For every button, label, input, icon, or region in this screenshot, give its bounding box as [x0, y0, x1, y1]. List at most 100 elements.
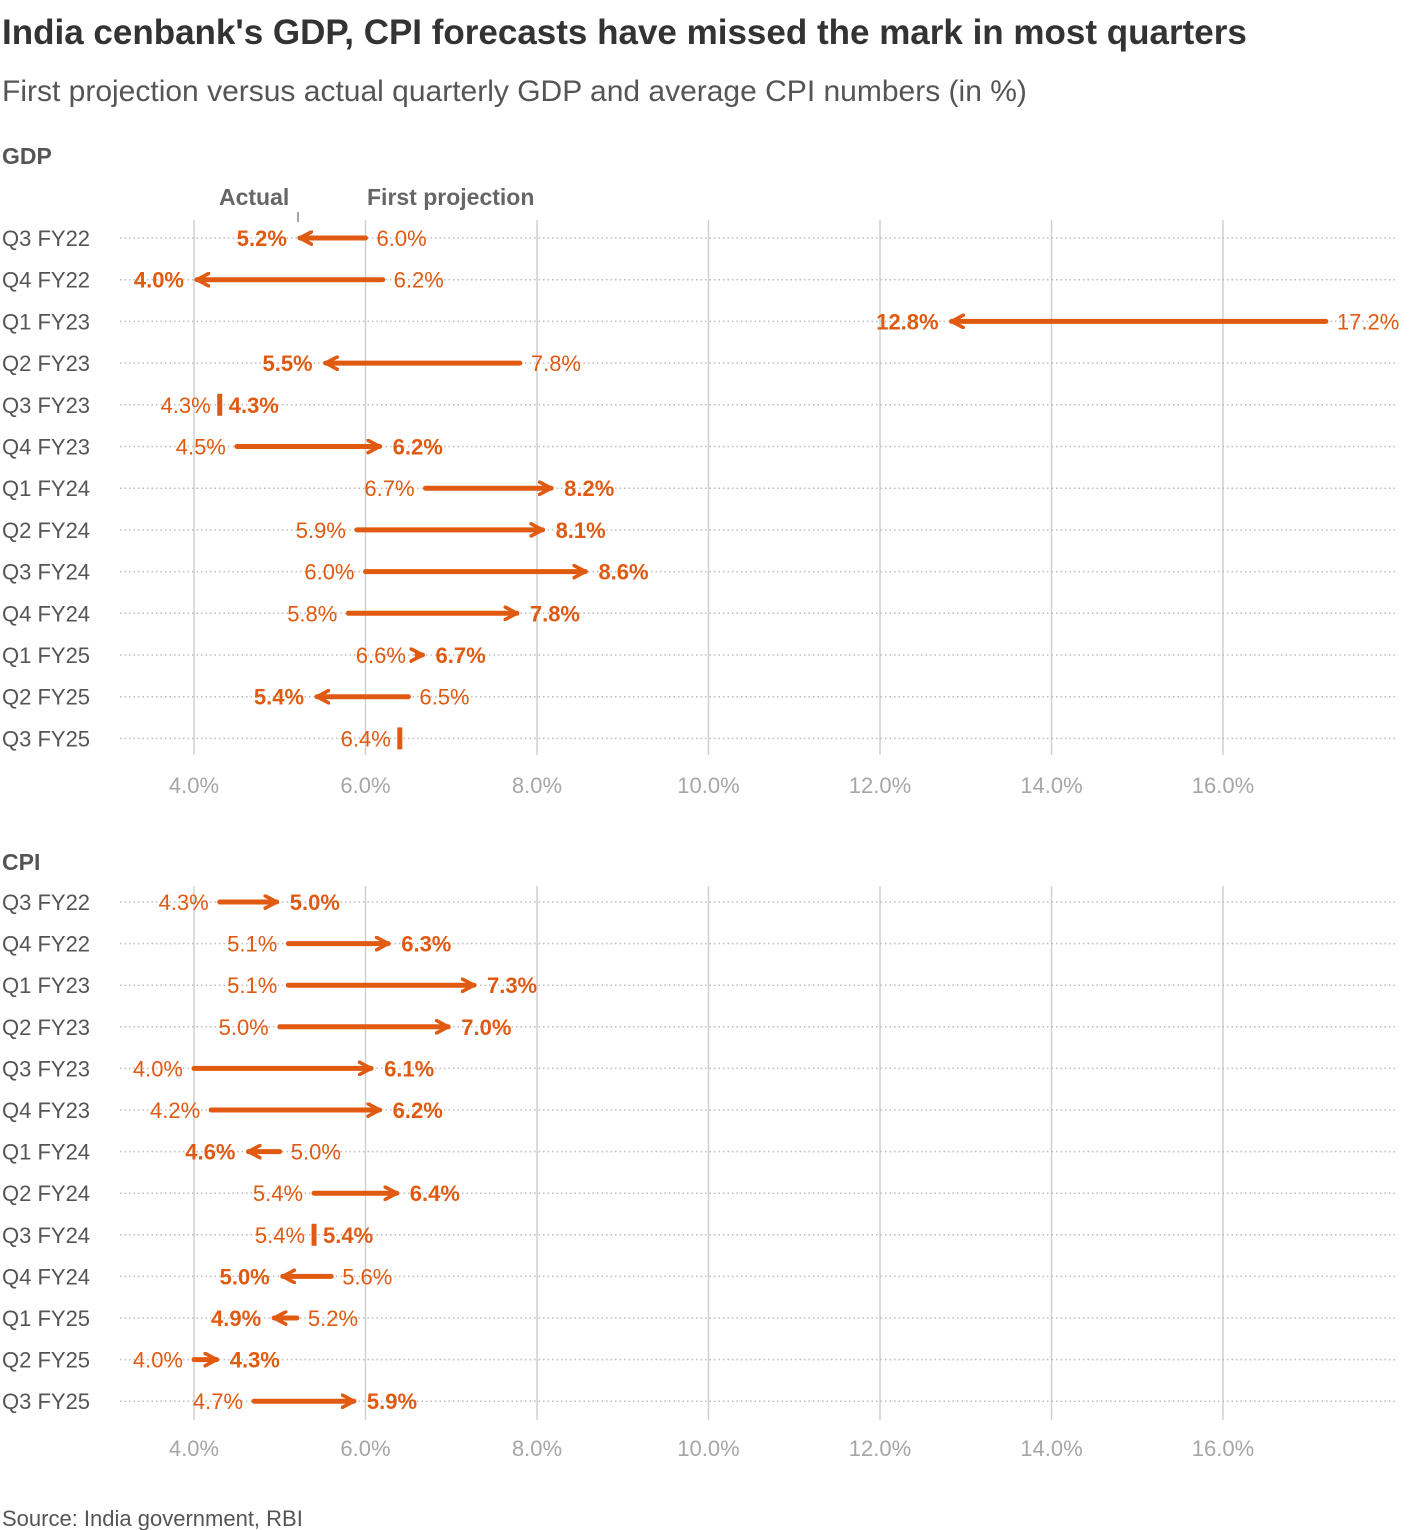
gdp-actual-label: 6.7% — [436, 643, 486, 668]
cpi-projection-label: 4.7% — [193, 1389, 243, 1414]
gdp-actual-label: 4.0% — [134, 268, 184, 293]
cpi-row-label: Q4 FY22 — [2, 932, 90, 957]
gdp-projection-label: 6.6% — [356, 643, 406, 668]
cpi-projection-label: 5.0% — [291, 1140, 341, 1165]
cpi-actual-label: 4.3% — [230, 1348, 280, 1373]
cpi-actual-label: 7.3% — [487, 973, 537, 998]
gdp-actual-label: 5.5% — [262, 351, 312, 376]
cpi-actual-label: 6.1% — [384, 1056, 434, 1081]
gdp-actual-label: 5.2% — [237, 226, 287, 251]
gdp-actual-label: 7.8% — [530, 601, 580, 626]
cpi-actual-label: 5.0% — [290, 890, 340, 915]
cpi-actual-label: 5.4% — [323, 1223, 373, 1248]
cpi-actual-label: 6.3% — [401, 932, 451, 957]
cpi-projection-label: 5.4% — [255, 1223, 305, 1248]
gdp-x-tick-label: 6.0% — [340, 773, 390, 798]
gdp-projection-label: 6.2% — [394, 268, 444, 293]
cpi-actual-label: 7.0% — [461, 1015, 511, 1040]
cpi-x-tick-label: 12.0% — [849, 1436, 911, 1461]
gdp-actual-label: 4.3% — [229, 393, 279, 418]
gdp-projection-label: 5.8% — [287, 601, 337, 626]
legend-actual-label: Actual — [219, 184, 289, 210]
gdp-projection-label: 17.2% — [1337, 309, 1399, 334]
chart-subtitle: First projection versus actual quarterly… — [2, 75, 1027, 108]
gdp-row-label: Q3 FY24 — [2, 560, 90, 585]
cpi-row-label: Q2 FY25 — [2, 1348, 90, 1373]
cpi-row-label: Q3 FY25 — [2, 1389, 90, 1414]
gdp-projection-label: 6.7% — [364, 476, 414, 501]
gdp-actual-label: 8.6% — [598, 560, 648, 585]
source-note: Source: India government, RBI — [2, 1506, 303, 1530]
gdp-section-label: GDP — [2, 143, 52, 169]
cpi-x-tick-label: 16.0% — [1192, 1436, 1254, 1461]
cpi-row-label: Q3 FY23 — [2, 1056, 90, 1081]
cpi-projection-label: 4.0% — [133, 1056, 183, 1081]
cpi-section-label: CPI — [2, 849, 40, 875]
cpi-x-tick-label: 6.0% — [340, 1436, 390, 1461]
cpi-panel: CPI 4.0% 6.0% 8.0% 10.0% 12.0% 14.0% 16.0% Q3 FY… — [2, 849, 1398, 1461]
cpi-projection-label: 5.2% — [308, 1306, 358, 1331]
gdp-projection-label: 5.9% — [296, 518, 346, 543]
gdp-row-label: Q4 FY24 — [2, 601, 90, 626]
cpi-actual-label: 4.9% — [211, 1306, 261, 1331]
gdp-row-label: Q3 FY22 — [2, 226, 90, 251]
cpi-actual-label: 4.6% — [185, 1140, 235, 1165]
cpi-projection-label: 5.6% — [342, 1264, 392, 1289]
cpi-row-label: Q1 FY24 — [2, 1140, 90, 1165]
cpi-x-tick-label: 8.0% — [512, 1436, 562, 1461]
gdp-row-label: Q2 FY23 — [2, 351, 90, 376]
cpi-x-tick-label: 10.0% — [677, 1436, 739, 1461]
cpi-row-label: Q1 FY23 — [2, 973, 90, 998]
gdp-actual-label: 8.1% — [556, 518, 606, 543]
gdp-projection-label: 6.4% — [341, 726, 391, 751]
gdp-projection-label: 6.5% — [419, 685, 469, 710]
cpi-actual-label: 5.9% — [367, 1389, 417, 1414]
cpi-projection-label: 4.0% — [133, 1348, 183, 1373]
chart-title: India cenbank's GDP, CPI forecasts have … — [2, 13, 1247, 52]
gdp-projection-label: 7.8% — [531, 351, 581, 376]
gdp-x-tick-label: 14.0% — [1020, 773, 1082, 798]
cpi-row-label: Q4 FY24 — [2, 1264, 90, 1289]
cpi-row-label: Q3 FY22 — [2, 890, 90, 915]
cpi-actual-label: 6.4% — [410, 1181, 460, 1206]
cpi-row-label: Q4 FY23 — [2, 1098, 90, 1123]
gdp-x-tick-label: 16.0% — [1192, 773, 1254, 798]
gdp-x-tick-label: 8.0% — [512, 773, 562, 798]
cpi-row-label: Q2 FY23 — [2, 1015, 90, 1040]
cpi-projection-label: 5.1% — [227, 932, 277, 957]
cpi-actual-label: 5.0% — [220, 1264, 270, 1289]
cpi-projection-label: 5.1% — [227, 973, 277, 998]
gdp-actual-label: 5.4% — [254, 685, 304, 710]
gdp-projection-label: 6.0% — [377, 226, 427, 251]
gdp-row-label: Q3 FY23 — [2, 393, 90, 418]
gdp-x-tick-label: 4.0% — [169, 773, 219, 798]
gdp-row-label: Q2 FY25 — [2, 685, 90, 710]
gdp-x-tick-label: 10.0% — [677, 773, 739, 798]
gdp-row-label: Q1 FY24 — [2, 476, 90, 501]
gdp-actual-label: 6.2% — [393, 435, 443, 460]
gdp-row-label: Q2 FY24 — [2, 518, 90, 543]
gdp-actual-label: 8.2% — [564, 476, 614, 501]
gdp-projection-label: 4.5% — [176, 435, 226, 460]
cpi-row-label: Q2 FY24 — [2, 1181, 90, 1206]
gdp-x-tick-label: 12.0% — [849, 773, 911, 798]
gdp-row-label: Q3 FY25 — [2, 726, 90, 751]
gdp-panel: GDP 4.0% 6.0% 8.0% 10.0% 12.0% 14.0% 16.0% Q3 FY… — [2, 143, 1399, 798]
cpi-row-label: Q1 FY25 — [2, 1306, 90, 1331]
cpi-projection-label: 4.2% — [150, 1098, 200, 1123]
gdp-row-label: Q1 FY23 — [2, 309, 90, 334]
cpi-x-tick-label: 14.0% — [1020, 1436, 1082, 1461]
gdp-row-label: Q4 FY22 — [2, 268, 90, 293]
cpi-x-tick-label: 4.0% — [169, 1436, 219, 1461]
cpi-actual-label: 6.2% — [393, 1098, 443, 1123]
cpi-row-label: Q3 FY24 — [2, 1223, 90, 1248]
cpi-projection-label: 5.4% — [253, 1181, 303, 1206]
cpi-projection-label: 5.0% — [219, 1015, 269, 1040]
gdp-projection-label: 6.0% — [304, 560, 354, 585]
gdp-projection-label: 4.3% — [161, 393, 211, 418]
gdp-row-label: Q4 FY23 — [2, 435, 90, 460]
gdp-row-label: Q1 FY25 — [2, 643, 90, 668]
legend-projection-label: First projection — [367, 184, 534, 210]
